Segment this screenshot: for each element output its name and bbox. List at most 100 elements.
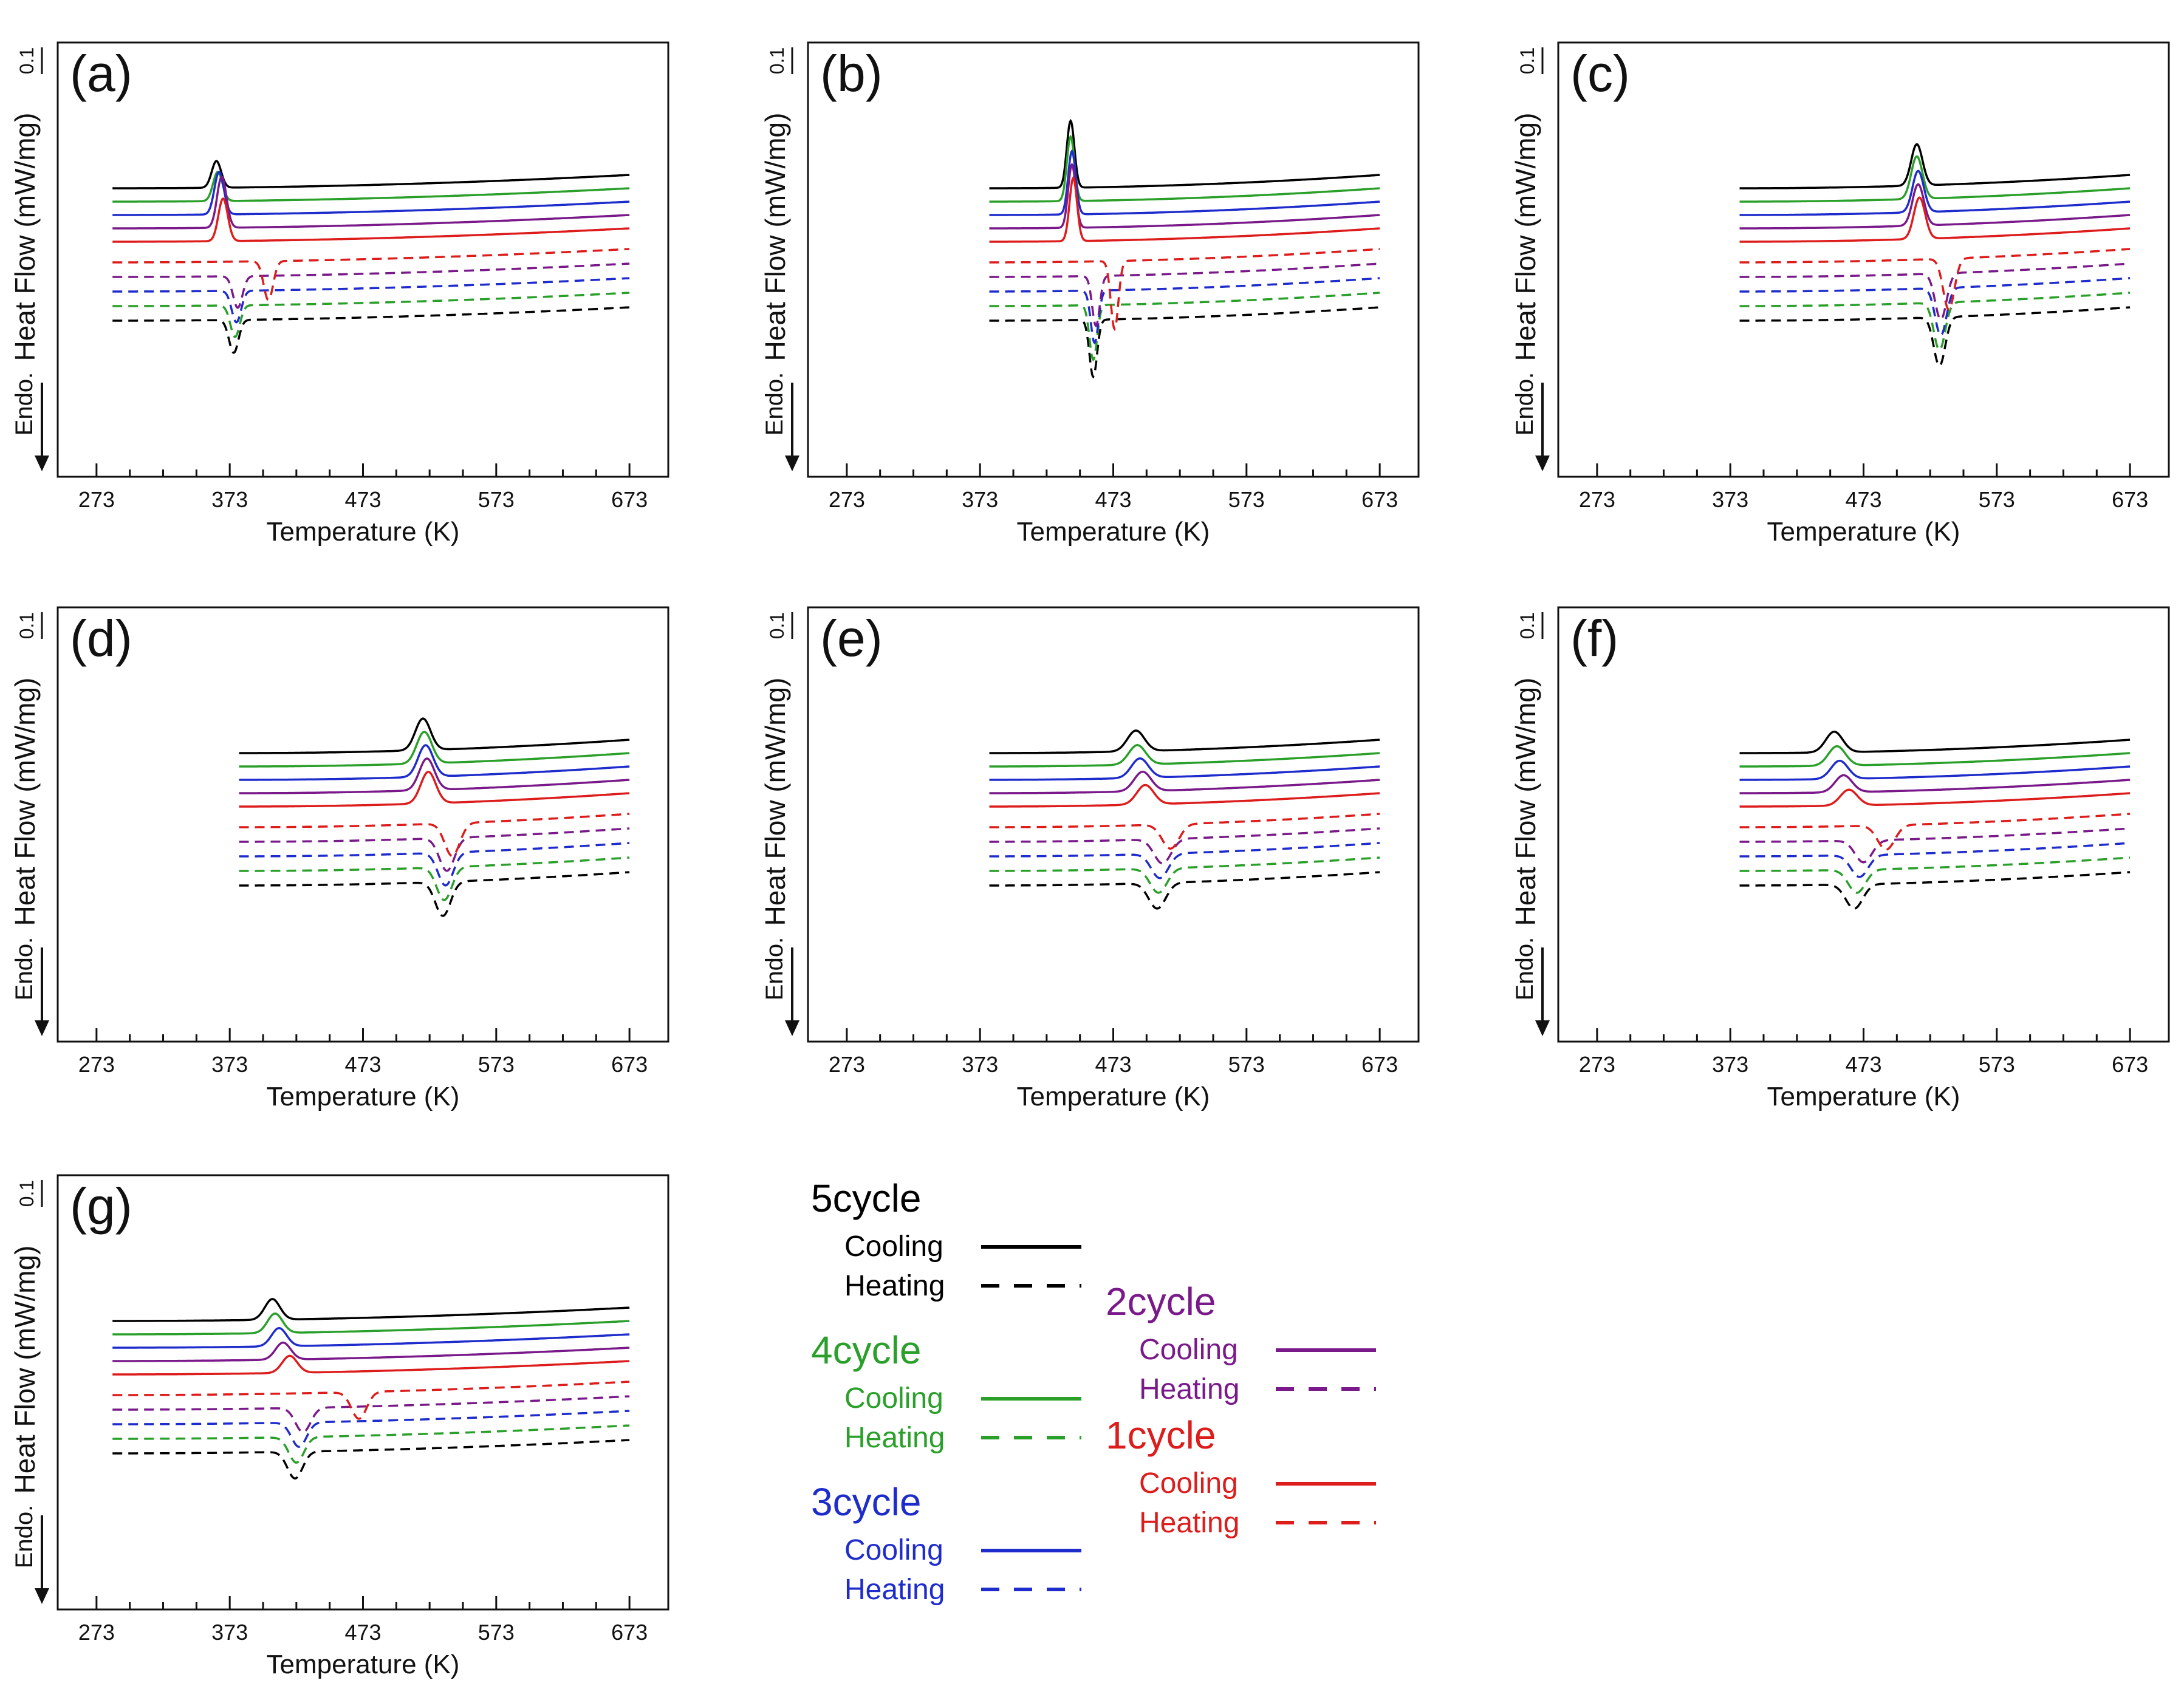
panel-f: 273 373 473 573 673 Temperature (K) Heat Flow … (1510, 606, 2170, 1111)
heating-curve-3cycle (239, 842, 630, 887)
endo-label: Endo. (1511, 372, 1538, 436)
cooling-curve-4cycle (112, 171, 630, 203)
heating-curve-2cycle (112, 262, 630, 309)
x-tick-label: 473 (1845, 1052, 1881, 1077)
x-tick-label: 573 (1979, 1052, 2015, 1077)
endo-arrowhead (1535, 1020, 1550, 1036)
heating-curve-3cycle (1739, 277, 2131, 337)
legend-group-1cycle: 1cycle Cooling Heating (1106, 1413, 1376, 1539)
cooling-curve-2cycle (112, 175, 630, 230)
cooling-curve-3cycle (239, 744, 630, 781)
y-axis-label: Heat Flow (mW/mg) (1510, 113, 1541, 361)
x-tick-label: 473 (344, 1620, 381, 1645)
x-tick-label: 273 (829, 1052, 865, 1077)
heating-curve-5cycle (112, 1439, 630, 1480)
x-tick-label: 473 (1845, 487, 1881, 512)
heating-curve-5cycle (989, 871, 1380, 910)
cooling-curve-5cycle (112, 1298, 630, 1322)
panel-label: (b) (820, 45, 883, 102)
cooling-curve-3cycle (989, 149, 1380, 216)
cooling-curve-5cycle (112, 160, 630, 189)
cooling-curve-1cycle (1739, 788, 2131, 808)
x-tick-label: 373 (211, 1620, 248, 1645)
x-axis-label: Temperature (K) (1767, 517, 1960, 547)
heating-curve-3cycle (989, 277, 1380, 345)
cooling-curve-3cycle (1739, 759, 2131, 781)
scale-label: 0.1 (16, 1180, 38, 1207)
heating-curve-5cycle (989, 306, 1380, 379)
heating-curve-3cycle (989, 842, 1380, 879)
legend-cooling-label: Cooling (844, 1230, 943, 1263)
cooling-curve-1cycle (112, 197, 630, 243)
endo-label: Endo. (11, 1505, 38, 1569)
x-tick-label: 673 (2112, 487, 2148, 512)
y-axis-label: Heat Flow (mW/mg) (9, 113, 41, 361)
cooling-curve-2cycle (989, 770, 1380, 794)
x-tick-label: 273 (78, 1620, 115, 1645)
panel-label: (a) (70, 45, 132, 102)
x-tick-label: 273 (78, 1052, 115, 1077)
cooling-curve-2cycle (112, 1341, 630, 1362)
panel-g: 273 373 473 573 673 Temperature (K) Heat Flow … (9, 1174, 669, 1679)
heating-curve-5cycle (112, 306, 630, 354)
legend-cycle-title: 5cycle (811, 1176, 921, 1220)
heating-curve-3cycle (112, 1410, 630, 1448)
x-tick-label: 373 (962, 487, 998, 512)
panel-b: 273 373 473 573 673 Temperature (K) Heat Flow … (759, 41, 1420, 547)
legend-heating-label: Heating (844, 1422, 945, 1454)
heating-curve-3cycle (112, 277, 630, 324)
cooling-curve-3cycle (1739, 169, 2131, 216)
heating-curve-2cycle (1739, 827, 2131, 864)
legend-group-2cycle: 2cycle Cooling Heating (1106, 1280, 1376, 1405)
endo-label: Endo. (761, 372, 788, 436)
panel-label: (f) (1570, 610, 1618, 667)
heating-curve-2cycle (112, 1395, 630, 1433)
x-tick-label: 573 (478, 1620, 515, 1645)
scale-label: 0.1 (766, 47, 788, 74)
panels: 273 373 473 573 673 Temperature (K) Heat Flow … (9, 41, 2170, 1679)
endo-arrowhead (35, 1020, 49, 1036)
heating-curve-1cycle (1739, 248, 2131, 311)
cooling-curve-4cycle (989, 744, 1380, 768)
x-axis-label: Temperature (K) (1017, 1082, 1210, 1111)
heating-curve-2cycle (989, 827, 1380, 865)
scale-label: 0.1 (16, 612, 38, 639)
x-tick-label: 573 (1228, 487, 1265, 512)
cooling-curve-1cycle (1739, 196, 2131, 243)
cooling-curve-5cycle (989, 729, 1380, 754)
x-tick-label: 573 (1979, 487, 2015, 512)
cooling-curve-5cycle (239, 717, 630, 754)
legend-cycle-title: 1cycle (1106, 1413, 1216, 1457)
x-axis-label: Temperature (K) (267, 1650, 460, 1679)
cooling-curve-1cycle (989, 176, 1380, 243)
heating-curve-1cycle (112, 248, 630, 302)
cooling-curve-2cycle (989, 162, 1380, 230)
panel-label: (g) (70, 1178, 132, 1235)
legend-heating-label: Heating (844, 1574, 945, 1606)
y-axis-label: Heat Flow (mW/mg) (9, 1246, 41, 1494)
heating-curve-2cycle (989, 262, 1380, 328)
legend-cooling-label: Cooling (1139, 1334, 1238, 1366)
y-axis-label: Heat Flow (mW/mg) (1510, 678, 1541, 926)
x-tick-label: 573 (1228, 1052, 1265, 1077)
panel-label: (c) (1570, 45, 1630, 102)
panel-e: 273 373 473 573 673 Temperature (K) Heat Flow … (759, 606, 1420, 1111)
panel-a: 273 373 473 573 673 Temperature (K) Heat Flow … (9, 41, 669, 547)
x-tick-label: 373 (962, 1052, 998, 1077)
x-axis-label: Temperature (K) (267, 1082, 460, 1111)
x-tick-label: 673 (611, 487, 648, 512)
panel-d: 273 373 473 573 673 Temperature (K) Heat Flow … (9, 606, 669, 1111)
heating-curve-2cycle (1739, 262, 2131, 321)
cooling-curve-4cycle (1739, 155, 2131, 203)
legend-group-4cycle: 4cycle Cooling Heating (811, 1328, 1081, 1454)
heating-curve-1cycle (1739, 813, 2131, 851)
x-tick-label: 573 (478, 1052, 515, 1077)
x-tick-label: 673 (1361, 1052, 1398, 1077)
legend-heating-label: Heating (1139, 1507, 1239, 1539)
heating-curve-4cycle (989, 292, 1380, 362)
legend-group-5cycle: 5cycle Cooling Heating (811, 1176, 1081, 1302)
heating-curve-1cycle (239, 813, 630, 858)
cooling-curve-3cycle (112, 171, 630, 216)
x-tick-label: 573 (478, 487, 515, 512)
